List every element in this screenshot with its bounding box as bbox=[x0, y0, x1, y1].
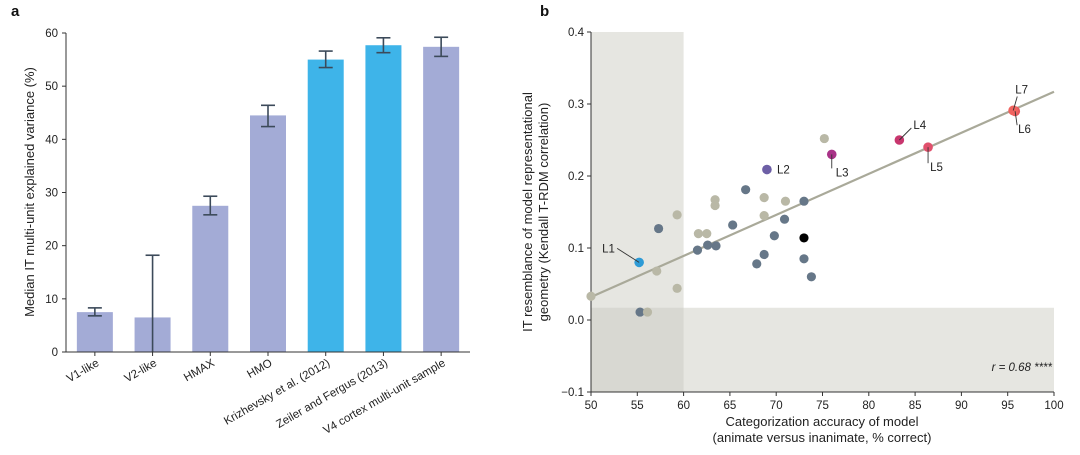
data-point bbox=[693, 229, 704, 239]
data-point bbox=[819, 133, 829, 144]
panel-b-ylabel-line2: geometry (Kendall T-RDM correlation) bbox=[536, 103, 551, 322]
panel-b-xtick-label: 85 bbox=[909, 400, 922, 412]
data-point bbox=[780, 196, 791, 206]
data-point bbox=[799, 196, 809, 206]
data-point bbox=[672, 283, 682, 293]
data-point bbox=[759, 249, 769, 260]
panel-b-xtick-label: 95 bbox=[1001, 400, 1014, 412]
data-point bbox=[672, 210, 682, 220]
panel-b-xtick-label: 70 bbox=[770, 400, 783, 412]
panel-b-chart: −0.1 0.0 0.1 0.2 0.3 0.4 50 55 60 65 70 75 80 85 90 95 1… bbox=[520, 27, 1064, 445]
panel-a-ytick-label: 0 bbox=[52, 347, 58, 359]
data-point bbox=[710, 200, 720, 211]
bar bbox=[250, 115, 286, 353]
bar bbox=[423, 46, 460, 352]
data-point bbox=[741, 185, 751, 195]
data-point bbox=[653, 223, 664, 234]
panel-a-ytick-label: 10 bbox=[45, 294, 58, 306]
panel-b-ylabel-line1: IT resemblance of model representational bbox=[520, 92, 535, 332]
data-point bbox=[759, 211, 769, 221]
data-point bbox=[586, 291, 596, 301]
panel-a-xtick-label: HMAX bbox=[182, 357, 217, 384]
point-label-l2: L2 bbox=[777, 165, 790, 177]
data-point bbox=[728, 220, 738, 230]
panel-b-ytick-label: 0.1 bbox=[568, 243, 584, 255]
panel-a-ytick-label: 40 bbox=[45, 134, 58, 146]
panel-b-xtick-label: 65 bbox=[724, 400, 737, 412]
panel-b-ytick-label: −0.1 bbox=[561, 387, 584, 399]
label-leader-line bbox=[1012, 96, 1018, 111]
panel-a-chart: Median IT multi-unit explained variance … bbox=[22, 28, 470, 437]
panel-a-errorbars bbox=[87, 36, 449, 352]
panel-b-axes: −0.1 0.0 0.1 0.2 0.3 0.4 50 55 60 65 70 75 80 85 90 95 1… bbox=[561, 27, 1063, 412]
panel-b-ytick-label: 0.4 bbox=[568, 27, 585, 39]
point-l2 bbox=[762, 164, 772, 175]
panel-b-xtick-label: 60 bbox=[677, 400, 690, 412]
panel-b-xtick-label: 50 bbox=[585, 400, 598, 412]
panel-b-xtick-label: 75 bbox=[816, 400, 829, 412]
panel-a-xtick-label: HMO bbox=[245, 357, 274, 381]
panel-b-letter: b bbox=[540, 3, 549, 20]
point-label-l4: L4 bbox=[913, 120, 926, 132]
data-point bbox=[642, 307, 653, 317]
point-label-l6: L6 bbox=[1018, 124, 1031, 136]
data-point bbox=[769, 231, 779, 241]
point-label-l7: L7 bbox=[1015, 84, 1028, 96]
panel-a-yticks: 0 10 20 30 40 50 60 bbox=[45, 28, 66, 359]
point-label-l3: L3 bbox=[836, 167, 849, 179]
panel-a-bars bbox=[76, 45, 460, 353]
panel-a-xtick-label: V2-like bbox=[123, 357, 159, 385]
panel-a-letter: a bbox=[11, 3, 20, 20]
panel-b-xtick-label: 80 bbox=[862, 400, 875, 412]
point-label-l1: L1 bbox=[602, 243, 615, 255]
panel-a-ylabel: Median IT multi-unit explained variance … bbox=[22, 67, 37, 317]
regression-line bbox=[590, 90, 1055, 298]
panel-a-xtick-label: V1-like bbox=[65, 357, 101, 385]
data-point bbox=[702, 229, 712, 239]
panel-a-ytick-label: 60 bbox=[45, 28, 58, 40]
label-leader-line bbox=[1014, 111, 1018, 126]
data-point bbox=[703, 240, 713, 250]
data-point bbox=[652, 266, 662, 276]
label-leader-line bbox=[899, 127, 912, 141]
shade-overlap bbox=[591, 307, 684, 392]
panel-b-ytick-label: 0.3 bbox=[568, 99, 584, 111]
data-point bbox=[806, 272, 816, 282]
panel-b-chance-shading bbox=[591, 32, 1054, 392]
data-point bbox=[799, 254, 809, 264]
point-label-l5: L5 bbox=[930, 162, 943, 174]
bar bbox=[307, 59, 344, 352]
data-point bbox=[779, 214, 790, 224]
panel-a-ytick-label: 50 bbox=[45, 81, 58, 93]
data-point bbox=[799, 233, 809, 243]
bar bbox=[76, 312, 113, 352]
panel-b-points bbox=[586, 105, 1021, 317]
panel-b-xtick-label: 100 bbox=[1044, 400, 1063, 412]
panel-a-ytick-label: 20 bbox=[45, 241, 58, 253]
data-point bbox=[711, 241, 721, 251]
data-point bbox=[759, 193, 769, 203]
panel-a-ytick-label: 30 bbox=[45, 188, 58, 200]
bar bbox=[192, 205, 229, 352]
panel-b-xlabel-line2: (animate versus inanimate, % correct) bbox=[713, 430, 932, 445]
bar bbox=[365, 45, 402, 352]
panel-a-xtick-label: Krizhevsky et al. (2012) bbox=[222, 357, 332, 428]
panel-b-xlabel-line1: Categorization accuracy of model bbox=[726, 414, 919, 429]
panel-b-ytick-label: 0.2 bbox=[568, 171, 584, 183]
data-point bbox=[692, 245, 703, 255]
data-point bbox=[635, 307, 645, 317]
point-l1 bbox=[634, 257, 644, 268]
panel-b-correlation-annotation: r = 0.68 **** bbox=[992, 362, 1053, 374]
data-point bbox=[752, 259, 762, 269]
panel-b-fit-line bbox=[590, 90, 1055, 298]
panel-b-ytick-label: 0.0 bbox=[568, 315, 584, 327]
panel-b-xtick-label: 55 bbox=[631, 400, 644, 412]
panel-b-point-labels: L1 L2 L3 L4 L5 L6 L7 bbox=[602, 84, 1031, 263]
panel-b-xtick-label: 90 bbox=[955, 400, 968, 412]
label-leader-line bbox=[616, 248, 640, 263]
